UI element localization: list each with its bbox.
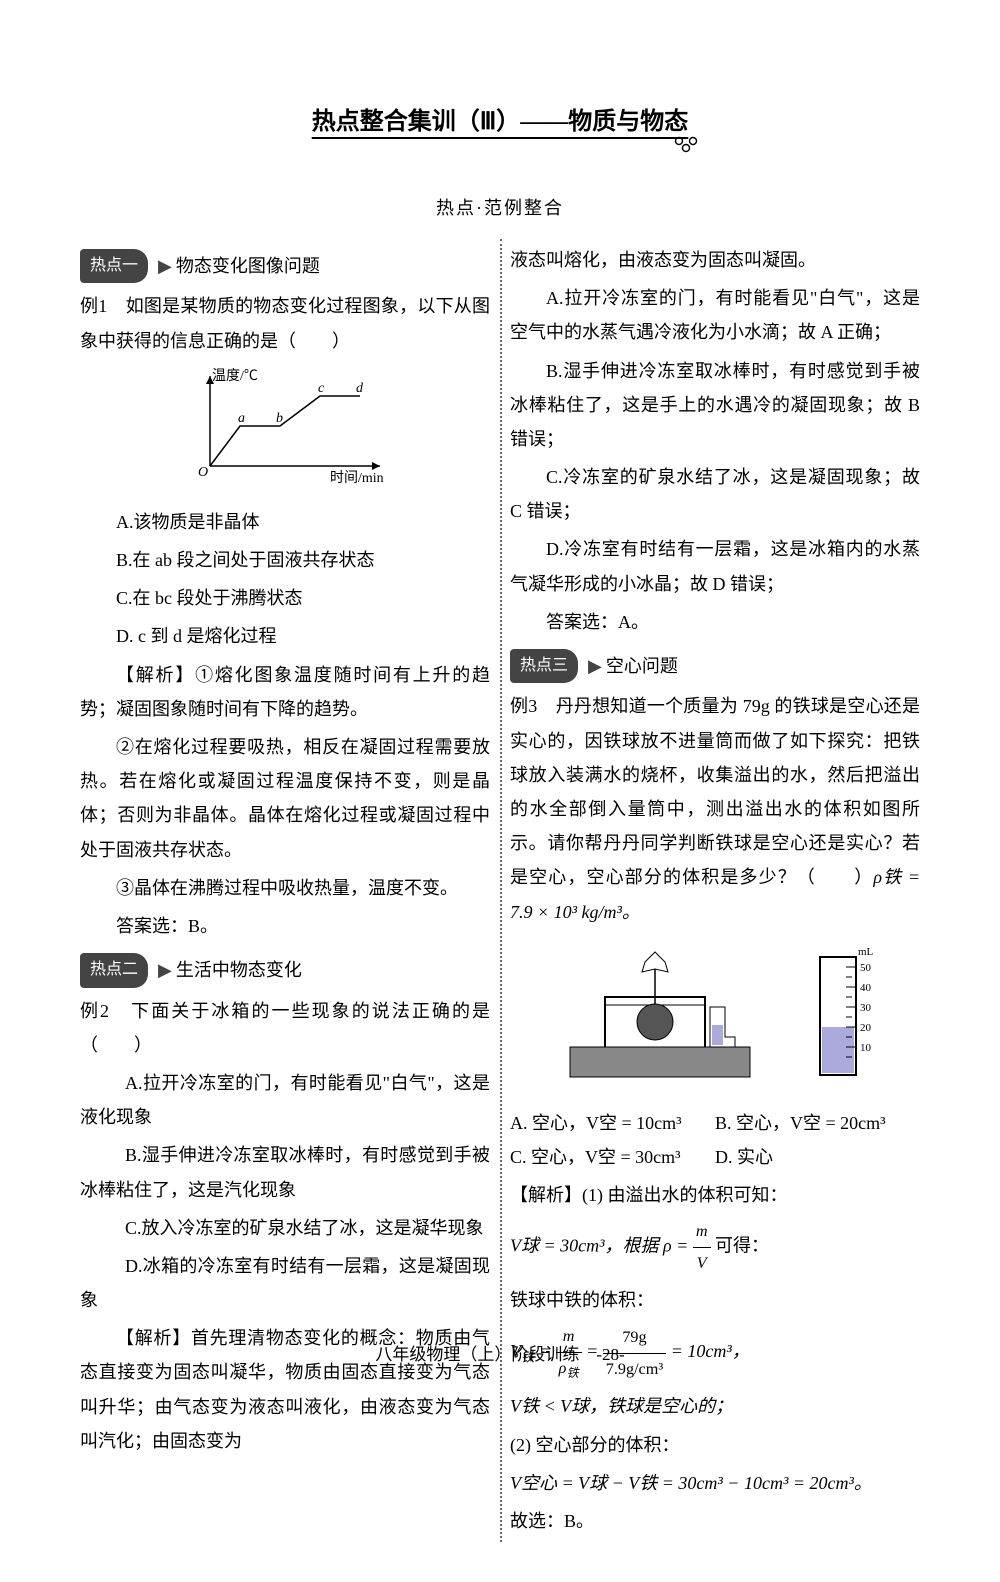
hotspot1-tag: 热点一 — [80, 249, 148, 283]
example2-analysis-c: C.冷冻室的矿泉水结了冰，这是凝固现象；故 C 错误； — [510, 460, 920, 528]
example3-step3: V铁 < V球，铁球是空心的； — [510, 1389, 920, 1423]
example3-prefix: 例3 — [510, 696, 537, 716]
example2-options: A.拉开冷冻室的门，有时能看见"白气"，这是液化现象 B.湿手伸进冷冻室取冰棒时… — [80, 1066, 490, 1317]
svg-text:20: 20 — [860, 1022, 872, 1034]
example1-answer: 答案选：B。 — [80, 909, 490, 943]
hotspot2-label: 生活中物态变化 — [176, 953, 302, 987]
example3-answer: 故选：B。 — [510, 1504, 920, 1538]
svg-text:c: c — [318, 381, 325, 396]
example3-option-d: D. 实心 — [715, 1140, 920, 1174]
example1-option-d: D. c 到 d 是熔化过程 — [80, 619, 490, 653]
page-footer: 八年级物理（上）阶段训练 -28- — [0, 1339, 1000, 1371]
example3-step1-formula: V球 = 30cm³，根据 ρ = mV 可得： — [510, 1216, 920, 1279]
example1-analysis1: 【解析】①熔化图象温度随时间有上升的趋势；凝固图象随时间有下降的趋势。 — [80, 658, 490, 726]
hotspot1-label: 物态变化图像问题 — [176, 249, 320, 283]
svg-text:O: O — [198, 465, 208, 480]
hotspot3-tag: 热点三 — [510, 649, 578, 683]
arrow-icon: ▶ — [588, 649, 602, 683]
example2-analysis-cont: 液态叫熔化，由液态变为固态叫凝固。 — [510, 243, 920, 277]
example2-analysis-d: D.冷冻室有时结有一层霜，这是冰箱内的水蒸气凝华形成的小冰晶；故 D 错误； — [510, 532, 920, 600]
svg-text:d: d — [356, 381, 364, 396]
hotspot2-tag: 热点二 — [80, 953, 148, 987]
hotspot3-label: 空心问题 — [606, 649, 678, 683]
arrow-icon: ▶ — [158, 249, 172, 283]
example3-step4-label: (2) 空心部分的体积： — [510, 1428, 920, 1462]
example2-option-d: D.冰箱的冷冻室有时结有一层霜，这是凝固现象 — [80, 1249, 490, 1317]
hotspot3-header: 热点三 ▶ 空心问题 — [510, 649, 920, 683]
example2-answer: 答案选：A。 — [510, 605, 920, 639]
example1-option-a: A.该物质是非晶体 — [80, 505, 490, 539]
example3-option-a: A. 空心，V空 = 10cm³ — [510, 1106, 715, 1140]
svg-text:时间/min: 时间/min — [330, 470, 384, 486]
example3-option-c: C. 空心，V空 = 30cm³ — [510, 1140, 715, 1174]
arrow-icon: ▶ — [158, 953, 172, 987]
svg-text:b: b — [276, 411, 283, 426]
example2-analysis-b: B.湿手伸进冷冻室取冰棒时，有时感觉到手被冰棒粘住了，这是手上的水遇冷的凝固现象… — [510, 354, 920, 457]
example2-option-c: C.放入冷冻室的矿泉水结了冰，这是凝华现象 — [80, 1211, 490, 1245]
example3-analysis-label: 【解析】(1) 由溢出水的体积可知： — [510, 1178, 920, 1212]
example3-question: 例3 丹丹想知道一个质量为 79g 的铁球是空心还是实心的，因铁球放不进量筒而做… — [510, 689, 920, 928]
example1-question: 例1 如图是某物质的物态变化过程图象，以下从图象中获得的信息正确的是（ ） — [80, 289, 490, 357]
example3-step4-formula: V空心 = V球 − V铁 = 30cm³ − 10cm³ = 20cm³。 — [510, 1466, 920, 1500]
example3-step2-label: 铁球中铁的体积： — [510, 1283, 920, 1317]
example1-option-b: B.在 ab 段之间处于固液共存状态 — [80, 543, 490, 577]
example1-graph: a b c d 温度/℃ 时间/min O — [80, 366, 490, 497]
svg-text:a: a — [238, 411, 245, 426]
svg-text:10: 10 — [860, 1042, 872, 1054]
example1-analysis2: ②在熔化过程要吸热，相反在凝固过程需要放热。若在熔化或凝固过程温度保持不变，则是… — [80, 730, 490, 867]
section-header: 热点·范例整合 — [80, 191, 920, 225]
example3-figure: 50 40 30 20 10 mL — [510, 937, 920, 1098]
example3-option-b: B. 空心，V空 = 20cm³ — [715, 1106, 920, 1140]
hotspot2-header: 热点二 ▶ 生活中物态变化 — [80, 953, 490, 987]
svg-text:40: 40 — [860, 982, 872, 994]
example3-options: A. 空心，V空 = 10cm³ B. 空心，V空 = 20cm³ C. 空心，… — [510, 1106, 920, 1174]
example2-question: 例2 下面关于冰箱的一些现象的说法正确的是（ ） — [80, 994, 490, 1062]
example1-prefix: 例1 — [80, 296, 107, 316]
svg-text:mL: mL — [858, 946, 874, 958]
example1-option-c: C.在 bc 段处于沸腾状态 — [80, 581, 490, 615]
svg-text:50: 50 — [860, 962, 872, 974]
example2-option-a: A.拉开冷冻室的门，有时能看见"白气"，这是液化现象 — [80, 1066, 490, 1134]
hotspot1-header: 热点一 ▶ 物态变化图像问题 — [80, 249, 490, 283]
example2-analysis-a: A.拉开冷冻室的门，有时能看见"白气"，这是空气中的水蒸气遇冷液化为小水滴；故 … — [510, 281, 920, 349]
example2-option-b: B.湿手伸进冷冻室取冰棒时，有时感觉到手被冰棒粘住了，这是汽化现象 — [80, 1138, 490, 1206]
svg-text:温度/℃: 温度/℃ — [212, 368, 258, 384]
example2-prefix: 例2 — [80, 1001, 109, 1021]
svg-text:30: 30 — [860, 1002, 872, 1014]
example1-analysis3: ③晶体在沸腾过程中吸收热量，温度不变。 — [80, 871, 490, 905]
